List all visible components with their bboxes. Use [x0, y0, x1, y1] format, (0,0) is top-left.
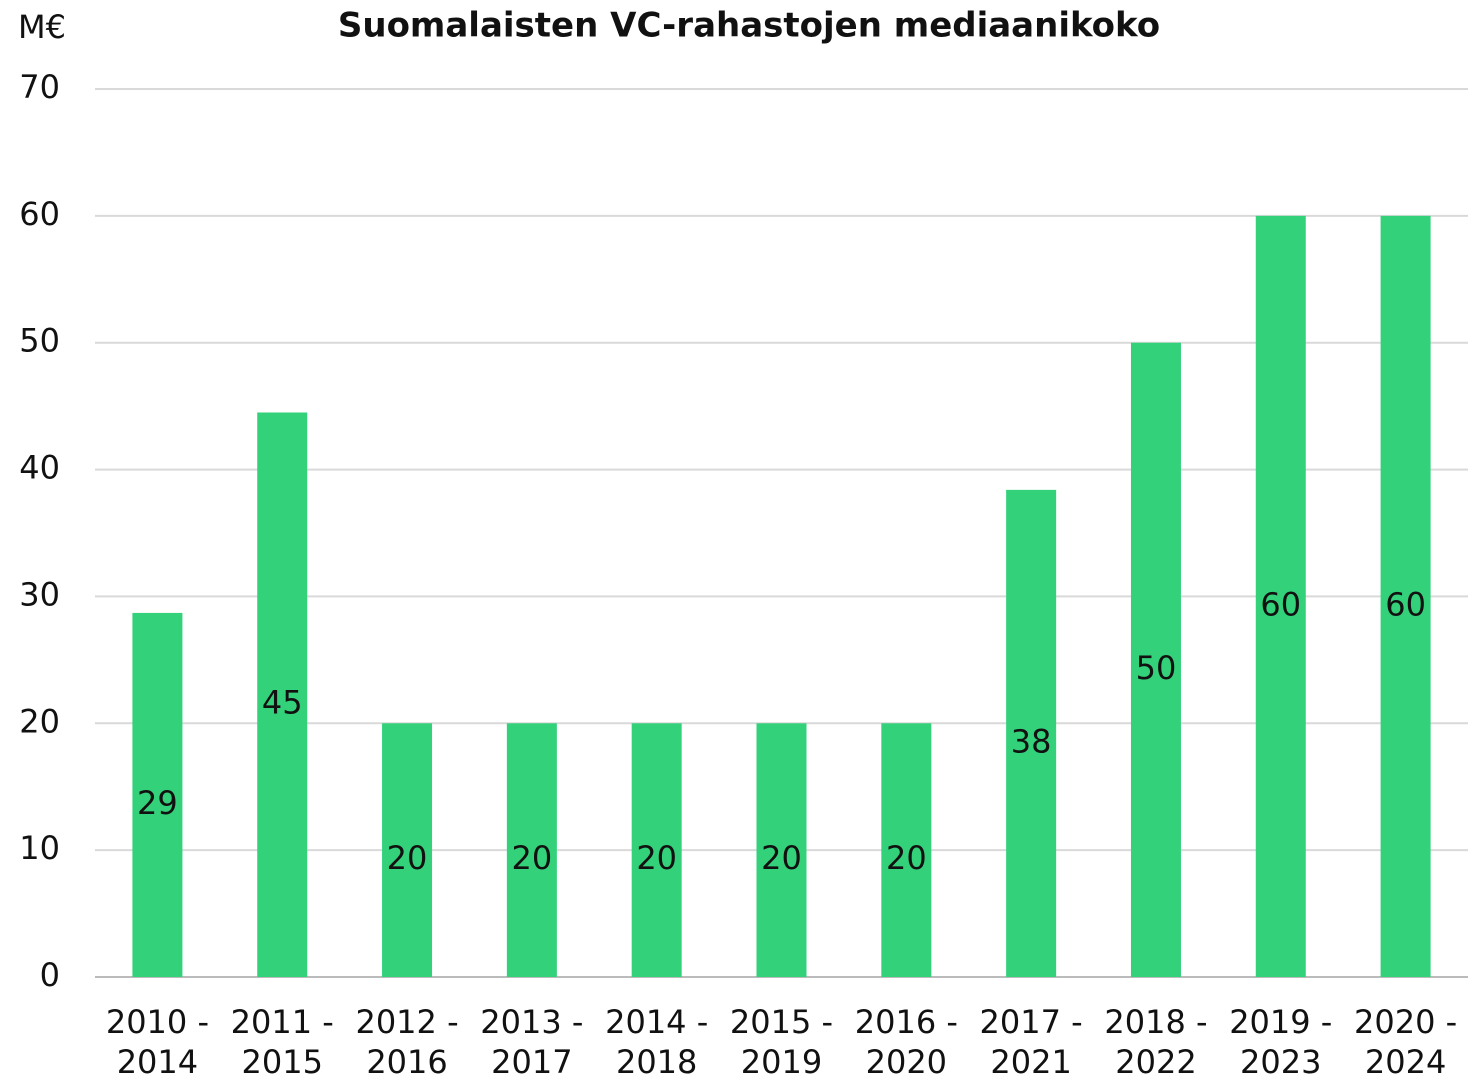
data-label: 50 [1136, 649, 1177, 687]
x-tick-label: 2019 [741, 1043, 822, 1081]
y-tick-label: 0 [40, 956, 60, 994]
data-label: 20 [886, 839, 927, 877]
x-tick-label: 2012 - [355, 1003, 458, 1041]
data-label: 20 [636, 839, 677, 877]
x-tick-label: 2020 [866, 1043, 947, 1081]
x-tick-label: 2015 - [730, 1003, 833, 1041]
bar [382, 723, 433, 977]
data-label: 60 [1260, 585, 1301, 623]
bar [631, 723, 682, 977]
data-label: 20 [387, 839, 428, 877]
x-tick-label: 2021 [990, 1043, 1071, 1081]
x-tick-label: 2017 - [980, 1003, 1083, 1041]
data-label: 20 [512, 839, 553, 877]
y-tick-label: 10 [19, 829, 60, 867]
y-tick-label: 20 [19, 702, 60, 740]
x-tick-label: 2018 - [1104, 1003, 1207, 1041]
x-tick-label: 2015 [242, 1043, 323, 1081]
bar [881, 723, 932, 977]
y-tick-label: 30 [19, 575, 60, 613]
bar [756, 723, 807, 977]
x-tick-label: 2020 - [1354, 1003, 1457, 1041]
x-tick-label: 2011 - [231, 1003, 334, 1041]
y-tick-label: 70 [19, 68, 60, 106]
y-tick-label: 40 [19, 449, 60, 487]
x-tick-label: 2016 [366, 1043, 447, 1081]
bar [1380, 215, 1431, 977]
x-tick-label: 2016 - [855, 1003, 958, 1041]
x-tick-label: 2019 - [1229, 1003, 1332, 1041]
data-label: 29 [137, 784, 178, 822]
x-tick-label: 2013 - [480, 1003, 583, 1041]
bar [132, 612, 183, 977]
x-tick-label: 2018 [616, 1043, 697, 1081]
chart-title: Suomalaisten VC-rahastojen mediaanikoko [338, 6, 1160, 46]
data-label: 60 [1385, 585, 1426, 623]
bar [1130, 342, 1181, 977]
x-tick-label: 2010 - [106, 1003, 209, 1041]
bar [506, 723, 557, 977]
bar [1006, 489, 1057, 977]
bar [257, 412, 308, 977]
x-tick-label: 2014 - [605, 1003, 708, 1041]
data-label: 38 [1011, 722, 1052, 760]
x-tick-label: 2017 [491, 1043, 572, 1081]
bar [1255, 215, 1306, 977]
data-label: 20 [761, 839, 802, 877]
x-tick-label: 2014 [117, 1043, 198, 1081]
x-tick-label: 2024 [1365, 1043, 1446, 1081]
y-axis-label: M€ [18, 8, 66, 46]
data-label: 45 [262, 684, 303, 722]
y-tick-label: 50 [19, 322, 60, 360]
y-tick-label: 60 [19, 195, 60, 233]
x-tick-label: 2022 [1115, 1043, 1196, 1081]
x-tick-label: 2023 [1240, 1043, 1321, 1081]
